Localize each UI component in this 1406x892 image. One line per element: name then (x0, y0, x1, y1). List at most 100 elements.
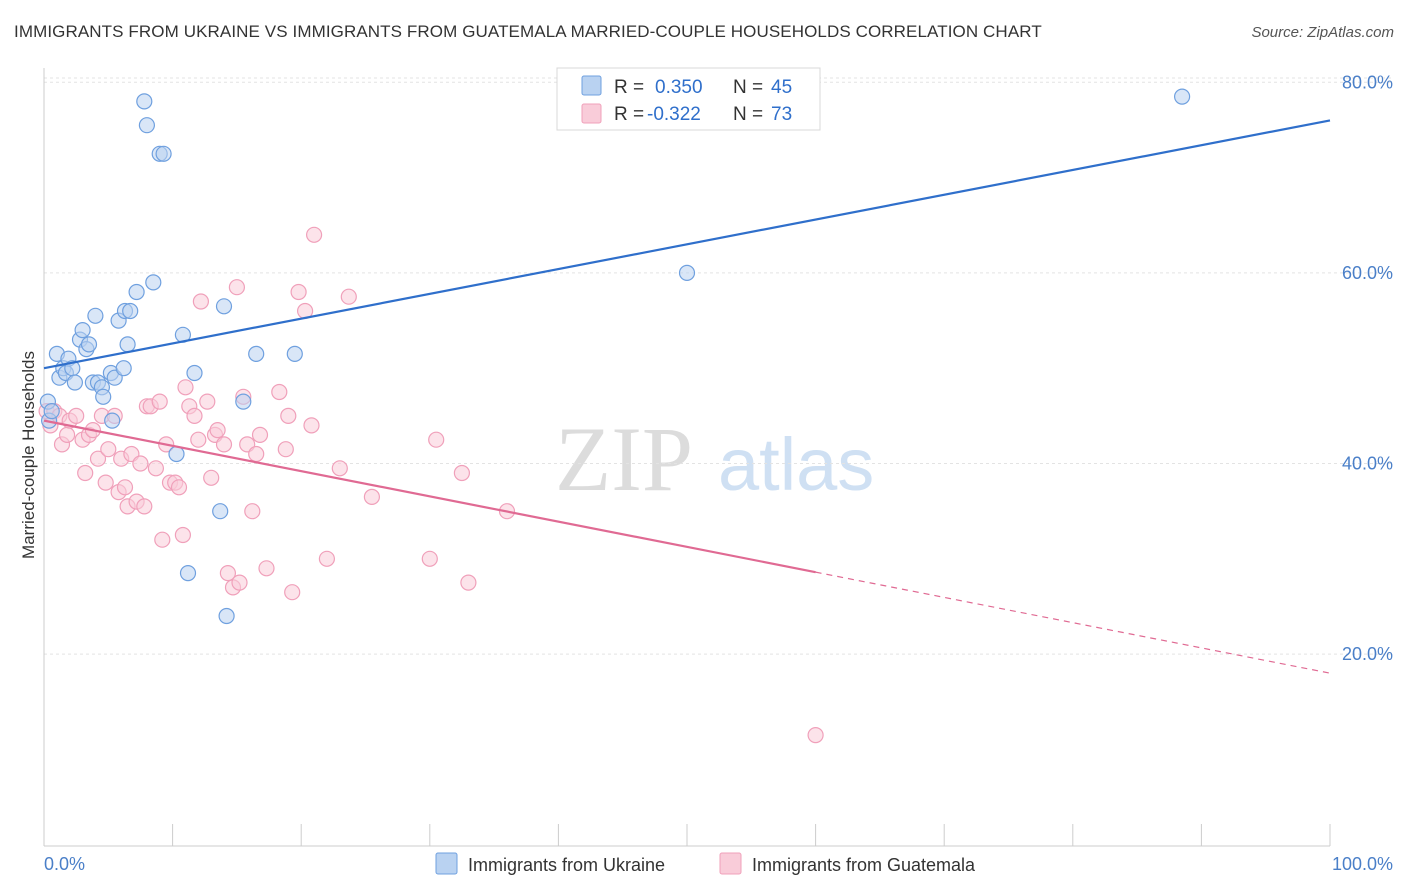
axes (43, 68, 1331, 847)
guatemala-point-39 (192, 293, 209, 310)
ukraine-point-39 (218, 607, 235, 625)
guatemala-point-15 (100, 441, 117, 458)
guatemala-point-7 (68, 407, 85, 424)
series-legend: Immigrants from Ukraine Immigrants from … (435, 852, 976, 875)
guatemala-point-5 (58, 426, 76, 443)
guatemala-point-19 (116, 479, 134, 496)
ukraine-point-35 (179, 564, 197, 582)
trend-line-ukraine (43, 119, 1331, 370)
ukraine-point-9 (66, 374, 84, 391)
guatemala-point-34 (174, 526, 191, 544)
guatemala-point-14 (97, 474, 114, 491)
guatemala-point-72 (807, 726, 824, 744)
guatemala-point-33 (170, 479, 188, 496)
legend-swatch-guatemala (581, 103, 602, 124)
ukraine-points (39, 88, 1191, 625)
guatemala-point-35 (177, 379, 194, 396)
ukraine-point-27 (128, 283, 145, 301)
trend-lines (43, 119, 1331, 674)
series-legend-swatch-guatemala (719, 852, 742, 875)
grid-lines (44, 77, 1393, 655)
guatemala-point-69 (453, 464, 470, 482)
chart-title: IMMIGRANTS FROM UKRAINE VS IMMIGRANTS FR… (14, 22, 1042, 41)
legend-r-value-ukraine: 0.350 (655, 77, 703, 98)
guatemala-point-45 (219, 564, 236, 582)
ukraine-point-15 (87, 307, 104, 324)
guatemala-point-44 (215, 436, 233, 453)
ukraine-point-28 (136, 93, 153, 110)
guatemala-point-9 (77, 464, 94, 482)
watermark-atlas: atlas (718, 423, 874, 506)
watermark-zip: ZIP (555, 408, 693, 510)
legend-r-label-ukraine: R = (614, 77, 644, 98)
series-legend-swatch-ukraine (435, 852, 458, 875)
y-tick-labels: 20.0% 40.0% 60.0% 80.0% (1342, 72, 1393, 664)
ukraine-point-43 (678, 264, 696, 281)
guatemala-point-51 (244, 503, 261, 520)
ukraine-point-18 (95, 388, 112, 405)
ukraine-point-25 (119, 336, 136, 353)
source-label: Source: ZipAtlas.com (1251, 24, 1394, 41)
guatemala-point-62 (306, 226, 323, 243)
ukraine-point-30 (145, 274, 162, 291)
guatemala-point-67 (421, 550, 438, 567)
ukraine-point-26 (122, 302, 139, 320)
ukraine-point-37 (212, 503, 229, 520)
y-axis-label: Married-couple Households (19, 351, 38, 559)
guatemala-point-24 (136, 498, 153, 515)
guatemala-point-56 (277, 441, 294, 458)
guatemala-point-59 (290, 283, 307, 301)
guatemala-point-28 (151, 393, 168, 410)
guatemala-point-64 (331, 460, 348, 477)
y-tick-label-60: 60.0% (1342, 263, 1393, 283)
guatemala-point-47 (228, 279, 245, 296)
guatemala-point-63 (318, 550, 335, 567)
ukraine-point-32 (155, 145, 172, 162)
guatemala-point-12 (89, 450, 107, 467)
series-legend-label-ukraine: Immigrants from Ukraine (468, 855, 665, 875)
guatemala-point-43 (209, 422, 226, 439)
guatemala-point-58 (284, 584, 301, 601)
guatemala-point-48 (231, 574, 248, 591)
legend-n-label-ukraine: N = (733, 77, 763, 98)
guatemala-point-54 (258, 560, 275, 577)
guatemala-point-61 (303, 417, 320, 434)
guatemala-point-27 (147, 460, 164, 477)
legend-n-label-guatemala: N = (733, 104, 763, 125)
guatemala-point-41 (203, 469, 220, 486)
legend-r-value-guatemala: -0.322 (647, 104, 701, 125)
guatemala-point-68 (428, 431, 445, 448)
legend-n-value-guatemala: 73 (771, 104, 792, 125)
ukraine-point-11 (74, 322, 91, 339)
y-tick-label-20: 20.0% (1342, 644, 1393, 664)
guatemala-point-23 (132, 455, 149, 472)
y-tick-label-80: 80.0% (1342, 72, 1393, 92)
guatemala-point-55 (271, 383, 288, 401)
x-tick-label-min: 0.0% (44, 854, 85, 874)
guatemala-point-70 (460, 574, 477, 591)
ukraine-point-20 (104, 412, 121, 429)
legend-swatch-ukraine (581, 75, 602, 96)
ukraine-point-40 (235, 393, 252, 410)
ukraine-point-2 (43, 403, 60, 420)
ukraine-point-44 (1173, 88, 1191, 105)
x-tick-label-max: 100.0% (1332, 854, 1393, 874)
trend-line-guatemala (43, 419, 816, 574)
guatemala-point-53 (251, 426, 269, 443)
guatemala-point-37 (186, 407, 203, 424)
correlation-legend: R = 0.350 N = 45 R = -0.322 N = 73 (556, 67, 821, 131)
ukraine-point-13 (80, 336, 98, 353)
ukraine-point-38 (215, 298, 233, 315)
y-tick-label-40: 40.0% (1342, 454, 1393, 474)
ukraine-point-42 (286, 345, 303, 362)
legend-n-value-ukraine: 45 (771, 77, 792, 98)
guatemala-point-57 (280, 407, 297, 424)
series-legend-label-guatemala: Immigrants from Guatemala (752, 855, 976, 875)
ukraine-point-36 (186, 364, 203, 382)
trend-line-guatemala-extension (815, 571, 1331, 674)
guatemala-point-29 (154, 531, 171, 548)
ukraine-point-29 (138, 117, 155, 134)
guatemala-point-65 (340, 288, 357, 305)
guatemala-point-38 (190, 431, 207, 448)
